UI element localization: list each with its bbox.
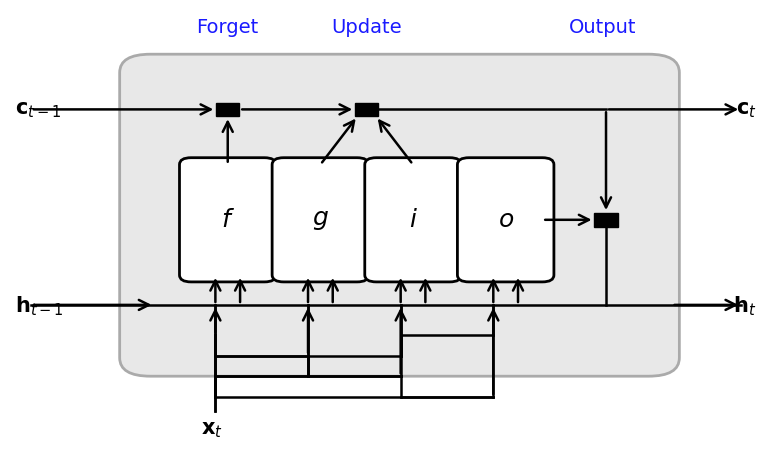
Text: $\mathbf{x}_t$: $\mathbf{x}_t$ [201, 419, 223, 439]
Text: $\mathbf{h}_t$: $\mathbf{h}_t$ [733, 293, 757, 317]
Text: $\mathbf{c}_{t-1}$: $\mathbf{c}_{t-1}$ [15, 100, 62, 120]
Text: $\mathbf{c}_t$: $\mathbf{c}_t$ [736, 100, 757, 120]
Polygon shape [355, 103, 378, 117]
FancyBboxPatch shape [179, 158, 276, 282]
Text: Forget: Forget [197, 18, 259, 37]
FancyBboxPatch shape [457, 158, 554, 282]
Text: $o$: $o$ [498, 209, 513, 232]
Polygon shape [216, 103, 239, 117]
Text: $g$: $g$ [312, 209, 329, 232]
Text: Output: Output [568, 18, 636, 37]
Text: Update: Update [331, 18, 402, 37]
Text: $\mathbf{h}_{t-1}$: $\mathbf{h}_{t-1}$ [15, 293, 64, 317]
Text: $i$: $i$ [408, 209, 418, 232]
Polygon shape [594, 213, 618, 227]
Text: $f$: $f$ [221, 209, 235, 232]
FancyBboxPatch shape [364, 158, 462, 282]
FancyBboxPatch shape [272, 158, 368, 282]
FancyBboxPatch shape [120, 55, 679, 376]
